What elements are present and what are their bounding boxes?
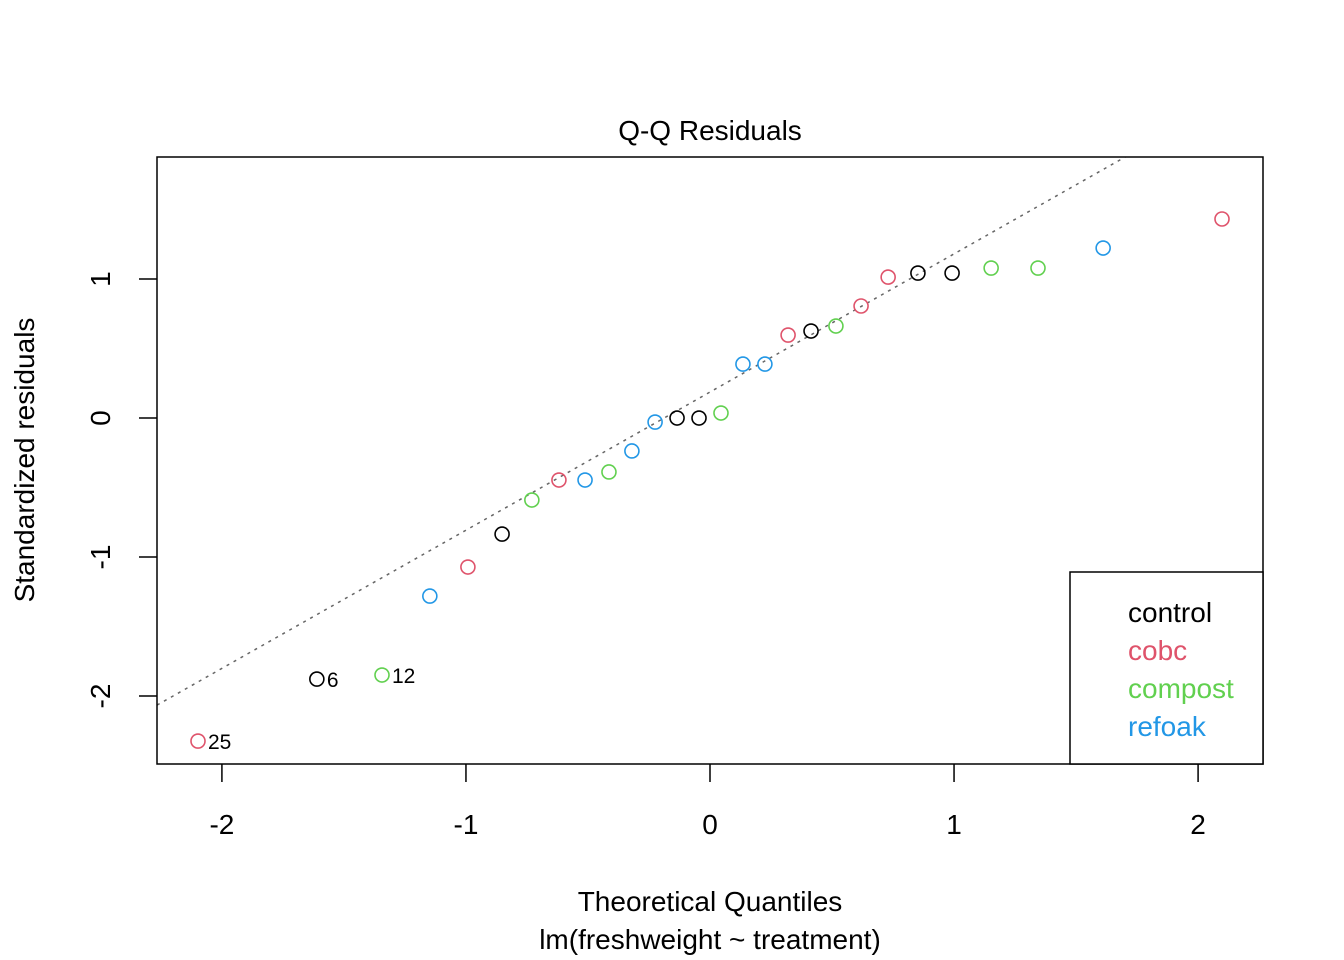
point-cobc — [190, 733, 206, 749]
point-control — [669, 410, 685, 426]
x-tick-label: 1 — [946, 809, 962, 840]
x-tick-label: 0 — [702, 809, 718, 840]
point-refoak — [422, 588, 438, 604]
legend-entry-control: control — [1128, 597, 1212, 628]
point-refoak — [577, 472, 593, 488]
y-tick-label: -2 — [85, 684, 116, 709]
point-control — [910, 265, 926, 281]
point-refoak — [1095, 240, 1111, 256]
point-cobc — [880, 269, 896, 285]
point-compost — [374, 667, 390, 683]
point-compost — [601, 464, 617, 480]
point-cobc — [551, 472, 567, 488]
outlier-label: 6 — [327, 669, 339, 692]
point-control — [803, 323, 819, 339]
x-tick-label: -1 — [454, 809, 479, 840]
point-control — [494, 526, 510, 542]
point-cobc — [780, 327, 796, 343]
point-control — [691, 410, 707, 426]
point-refoak — [624, 443, 640, 459]
point-cobc — [853, 298, 869, 314]
point-cobc — [460, 559, 476, 575]
point-compost — [983, 260, 999, 276]
y-tick-label: 0 — [85, 410, 116, 426]
point-cobc — [1214, 211, 1230, 227]
point-compost — [1030, 260, 1046, 276]
legend-entry-refoak: refoak — [1128, 711, 1207, 742]
legend-box — [1069, 571, 1264, 765]
outlier-label: 12 — [392, 665, 415, 688]
legend: control cobc compost refoak — [1069, 571, 1264, 765]
point-refoak — [647, 414, 663, 430]
y-axis-label: Standardized residuals — [9, 318, 40, 603]
point-control — [944, 265, 960, 281]
point-control — [309, 671, 325, 687]
plot-frame — [156, 156, 1264, 765]
chart-title: Q-Q Residuals — [618, 115, 802, 146]
point-refoak — [735, 356, 751, 372]
y-tick-label: 1 — [85, 271, 116, 287]
y-tick-label: -1 — [85, 545, 116, 570]
point-compost — [713, 405, 729, 421]
x-tick-label: -2 — [209, 809, 234, 840]
outlier-label: 25 — [208, 731, 231, 754]
legend-entry-cobc: cobc — [1128, 635, 1187, 666]
x-tick-label: 2 — [1190, 809, 1206, 840]
point-compost — [828, 318, 844, 334]
x-axis-subtitle: lm(freshweight ~ treatment) — [539, 924, 881, 955]
point-refoak — [757, 356, 773, 372]
legend-entry-compost: compost — [1128, 673, 1234, 704]
point-compost — [524, 492, 540, 508]
x-axis-label: Theoretical Quantiles — [578, 886, 843, 917]
